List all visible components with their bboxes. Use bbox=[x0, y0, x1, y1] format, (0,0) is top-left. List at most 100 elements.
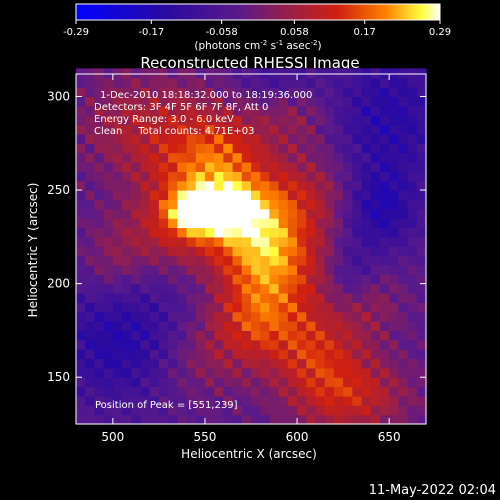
heatmap-cell bbox=[122, 367, 132, 378]
heatmap-cell bbox=[149, 255, 160, 266]
heatmap-cell bbox=[195, 264, 206, 275]
heatmap-cell bbox=[140, 115, 151, 126]
colorbar-tick-label: 0.29 bbox=[429, 27, 451, 38]
heatmap-cell bbox=[122, 330, 132, 341]
heatmap-cell bbox=[297, 339, 307, 350]
heatmap-cell bbox=[94, 395, 105, 406]
heatmap-cell bbox=[76, 152, 86, 163]
heatmap-cell bbox=[352, 264, 363, 275]
heatmap-cell bbox=[324, 395, 335, 406]
heatmap-cell bbox=[94, 414, 105, 425]
heatmap-cell bbox=[158, 358, 169, 369]
heatmap-cell bbox=[103, 292, 114, 303]
heatmap-cell bbox=[306, 349, 317, 360]
heatmap-cell bbox=[195, 208, 206, 219]
heatmap-cell bbox=[297, 395, 307, 406]
heatmap-cell bbox=[94, 264, 105, 275]
heatmap-cell bbox=[416, 264, 427, 275]
heatmap-cell bbox=[186, 227, 197, 238]
heatmap-cell bbox=[306, 180, 317, 191]
heatmap-cell bbox=[186, 358, 197, 369]
heatmap-cell bbox=[168, 292, 178, 303]
heatmap-cell bbox=[407, 311, 418, 322]
heatmap-cell bbox=[158, 236, 169, 247]
heatmap-cell bbox=[76, 143, 86, 154]
heatmap-cell bbox=[140, 255, 151, 266]
plot-area: 500 550 600 650 150 200 250 300 bbox=[47, 68, 427, 444]
heatmap-cell bbox=[186, 255, 197, 266]
heatmap-cell bbox=[407, 339, 418, 350]
heatmap-cell bbox=[223, 143, 234, 154]
heatmap-cell bbox=[131, 143, 142, 154]
heatmap-cell bbox=[103, 367, 114, 378]
heatmap-cell bbox=[278, 180, 289, 191]
heatmap-cell bbox=[158, 143, 169, 154]
heatmap-cell bbox=[177, 143, 188, 154]
heatmap-cell bbox=[76, 339, 86, 350]
heatmap-cell bbox=[85, 218, 96, 229]
heatmap-cell bbox=[306, 208, 317, 219]
heatmap-cell bbox=[94, 171, 105, 182]
heatmap-cell bbox=[85, 115, 96, 126]
heatmap-cell bbox=[214, 414, 224, 425]
heatmap-cell bbox=[361, 321, 372, 332]
heatmap-cell bbox=[158, 208, 169, 219]
heatmap-cell bbox=[168, 321, 178, 332]
heatmap-cell bbox=[85, 124, 96, 135]
heatmap-cell bbox=[103, 283, 114, 294]
heatmap-cell bbox=[232, 367, 243, 378]
heatmap-cell bbox=[168, 283, 178, 294]
heatmap-cell bbox=[149, 218, 160, 229]
heatmap-cell bbox=[343, 152, 353, 163]
heatmap-cell bbox=[94, 349, 105, 360]
heatmap-cell bbox=[324, 292, 335, 303]
heatmap-cell bbox=[297, 152, 307, 163]
heatmap-cell bbox=[370, 236, 381, 247]
heatmap-cell bbox=[131, 255, 142, 266]
heatmap-cell bbox=[241, 87, 252, 98]
heatmap-cell bbox=[112, 171, 123, 182]
heatmap-cell bbox=[76, 133, 86, 144]
heatmap-cell bbox=[352, 152, 363, 163]
heatmap-cell bbox=[112, 208, 123, 219]
heatmap-cell bbox=[251, 96, 261, 107]
heatmap-cell bbox=[352, 321, 363, 332]
heatmap-cell bbox=[232, 190, 243, 200]
heatmap-cell bbox=[389, 199, 399, 210]
heatmap-cell bbox=[232, 386, 243, 397]
heatmap-cell bbox=[223, 405, 234, 416]
heatmap-cell bbox=[407, 115, 418, 126]
heatmap-cell bbox=[315, 358, 326, 369]
heatmap-cell bbox=[122, 152, 132, 163]
heatmap-cell bbox=[131, 414, 142, 425]
heatmap-cell bbox=[186, 311, 197, 322]
heatmap-cell bbox=[195, 367, 206, 378]
heatmap-cell bbox=[232, 105, 243, 116]
heatmap-cell bbox=[398, 264, 409, 275]
colorbar-label: (photons cm-2 s-1 asec-2) bbox=[194, 39, 321, 52]
heatmap-cell bbox=[287, 87, 298, 98]
heatmap-cell bbox=[251, 218, 261, 229]
heatmap-cell bbox=[168, 236, 178, 247]
heatmap-cell bbox=[251, 264, 261, 275]
heatmap-cell bbox=[122, 124, 132, 135]
colorbar: -0.29 -0.17 -0.058 0.058 0.17 0.29 (photons c… bbox=[63, 3, 451, 52]
heatmap-cell bbox=[416, 218, 427, 229]
heatmap-cell bbox=[389, 124, 399, 135]
heatmap-cell bbox=[140, 311, 151, 322]
heatmap-cell bbox=[315, 87, 326, 98]
heatmap-cell bbox=[269, 264, 280, 275]
heatmap-cell bbox=[407, 386, 418, 397]
heatmap-cell bbox=[168, 161, 178, 172]
heatmap-cell bbox=[232, 283, 243, 294]
heatmap-cell bbox=[76, 236, 86, 247]
heatmap-cell bbox=[94, 236, 105, 247]
heatmap-cell bbox=[149, 414, 160, 425]
heatmap-cell bbox=[398, 414, 409, 425]
heatmap-cell bbox=[204, 311, 215, 322]
heatmap-cell bbox=[370, 68, 381, 79]
heatmap-cell bbox=[315, 77, 326, 88]
heatmap-cell bbox=[177, 105, 188, 116]
heatmap-cell bbox=[315, 199, 326, 210]
